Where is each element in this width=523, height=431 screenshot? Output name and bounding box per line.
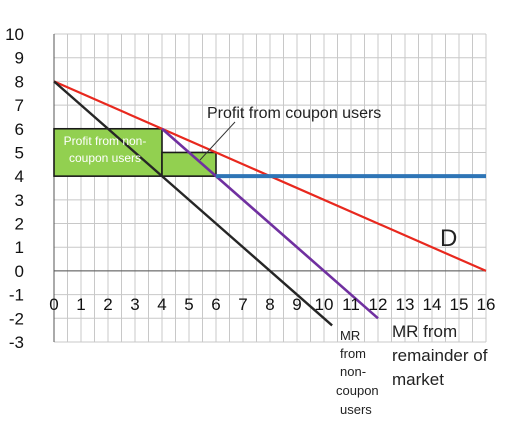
x-tick-label: 14: [423, 295, 442, 314]
profit-regions: [53, 127, 217, 177]
y-tick-label: 7: [15, 96, 24, 115]
profit-region-0: [53, 127, 163, 177]
profit-noncoupon-label-1: Profit from non-: [64, 134, 147, 148]
mr-noncoupon-label-1: MR: [340, 328, 360, 343]
x-tick-label: 8: [265, 295, 274, 314]
x-tick-label: 0: [49, 295, 58, 314]
x-tick-label: 7: [238, 295, 247, 314]
x-tick-label: 13: [396, 295, 415, 314]
x-tick-label: 11: [342, 295, 360, 314]
series-line-1: [161, 127, 379, 320]
y-tick-label: 4: [15, 167, 24, 186]
mr-noncoupon-label-3: non-: [340, 364, 366, 379]
x-tick-label: 5: [184, 295, 193, 314]
y-tick-label: 5: [15, 143, 24, 162]
series-lines: [53, 80, 487, 327]
x-tick-label: 3: [130, 295, 139, 314]
x-tick-label: 15: [450, 295, 469, 314]
series-line-2: [53, 80, 333, 327]
profit-region-1: [161, 151, 217, 177]
y-tick-label: 8: [15, 72, 24, 91]
y-tick-label: 1: [15, 238, 24, 257]
y-tick-label: 0: [15, 262, 24, 281]
y-tick-label: 9: [15, 49, 24, 68]
mr-noncoupon-label-4: coupon: [336, 383, 379, 398]
x-tick-label: 4: [157, 295, 166, 314]
x-tick-label: 1: [76, 295, 85, 314]
grid: [53, 33, 487, 343]
y-tick-label: -2: [9, 309, 24, 328]
y-tick-label: 10: [5, 25, 24, 44]
mr-noncoupon-label-5: users: [340, 402, 372, 417]
mr-remainder-label-2: remainder of: [392, 346, 488, 365]
profit-coupon-label: Profit from coupon users: [207, 105, 381, 122]
x-tick-label: 16: [477, 295, 496, 314]
y-tick-label: 2: [15, 215, 24, 234]
x-tick-label: 9: [292, 295, 301, 314]
mr-noncoupon-label-2: from: [340, 346, 366, 361]
mr-remainder-label-3: market: [392, 370, 444, 389]
x-tick-label: 10: [315, 295, 334, 314]
y-tick-label: -1: [9, 286, 24, 305]
demand-label: D: [440, 225, 457, 252]
y-tick-label: -3: [9, 333, 24, 352]
x-tick-label: 6: [211, 295, 220, 314]
y-tick-label: 3: [15, 191, 24, 210]
y-tick-label: 6: [15, 120, 24, 139]
profit-coupon-leader: [199, 121, 236, 161]
mr-remainder-label-1: MR from: [392, 322, 457, 341]
profit-noncoupon-label-2: coupon users: [69, 151, 141, 165]
x-tick-label: 2: [103, 295, 112, 314]
x-tick-label: 12: [369, 295, 388, 314]
